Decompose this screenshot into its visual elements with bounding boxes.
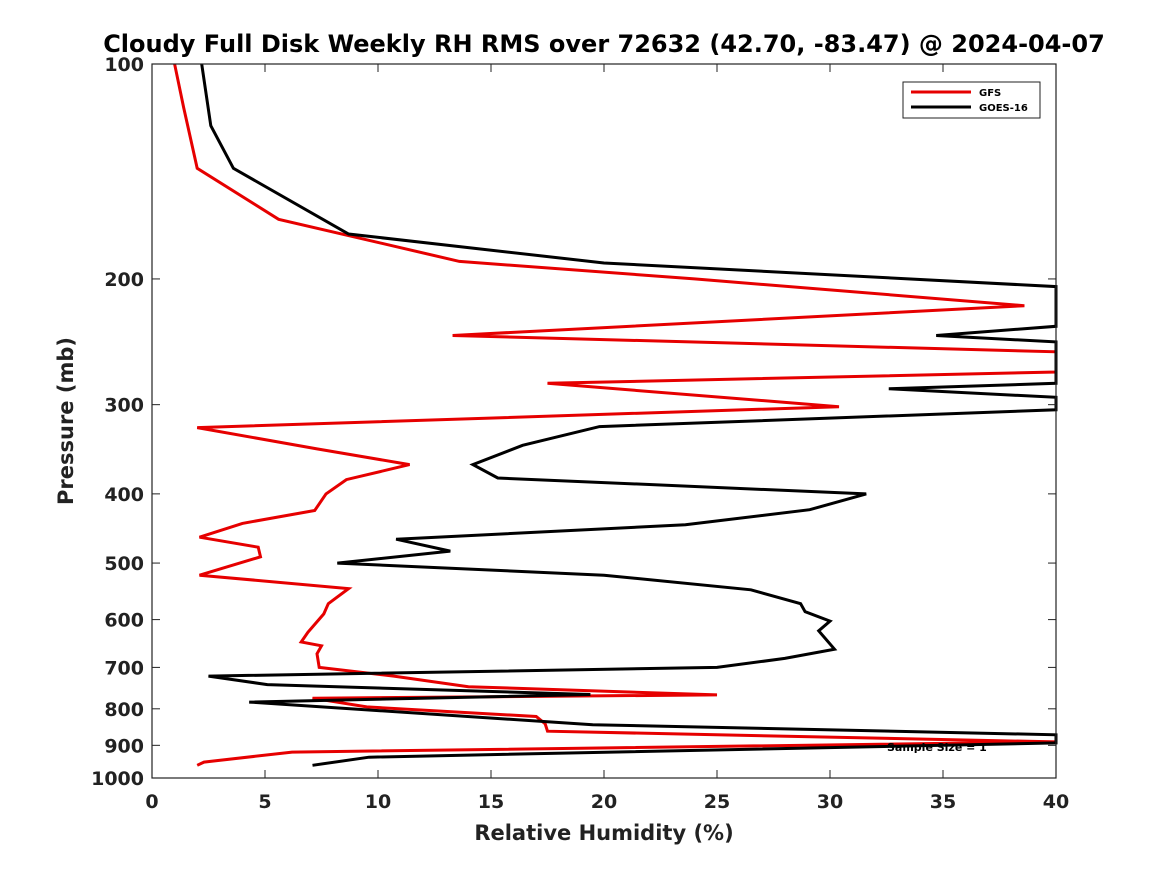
plot-lines [173, 63, 1058, 767]
sample-size-annotation: Sample Size = 1 [887, 741, 987, 754]
y-tick-label: 1000 [91, 768, 144, 790]
y-tick-label: 900 [104, 735, 144, 757]
y-tick-label: 700 [104, 657, 144, 679]
y-axis: 100 200 300 400 500 600 700 800 900 1000 [91, 54, 1056, 790]
y-tick-label: 600 [104, 610, 144, 632]
x-tick-label: 15 [478, 791, 504, 813]
x-axis-label: Relative Humidity (%) [474, 821, 733, 845]
x-tick-label: 20 [591, 791, 617, 813]
x-tick-label: 30 [817, 791, 843, 813]
y-tick-label: 300 [104, 395, 144, 417]
series-line-gfs [173, 63, 1058, 767]
y-tick-label: 400 [104, 484, 144, 506]
x-tick-label: 35 [930, 791, 956, 813]
legend-label: GFS [979, 88, 1001, 99]
y-axis-label: Pressure (mb) [54, 337, 78, 505]
y-tick-label: 200 [104, 269, 144, 291]
x-tick-label: 5 [258, 791, 271, 813]
x-tick-label: 40 [1043, 791, 1069, 813]
y-tick-label: 800 [104, 699, 144, 721]
y-tick-label: 500 [104, 553, 144, 575]
plot-frame [151, 63, 1057, 779]
series-line-goes-16 [200, 63, 1058, 767]
legend-box [902, 81, 1041, 119]
y-tick-label: 100 [104, 54, 144, 76]
x-axis: 0 5 10 15 20 25 30 35 40 [145, 64, 1069, 813]
x-tick-label: 25 [704, 791, 730, 813]
legend-label: GOES-16 [979, 103, 1028, 114]
legend: GFS GOES-16 [902, 81, 1041, 119]
x-tick-label: 10 [365, 791, 391, 813]
x-tick-label: 0 [145, 791, 158, 813]
chart-title: Cloudy Full Disk Weekly RH RMS over 7263… [103, 30, 1105, 58]
